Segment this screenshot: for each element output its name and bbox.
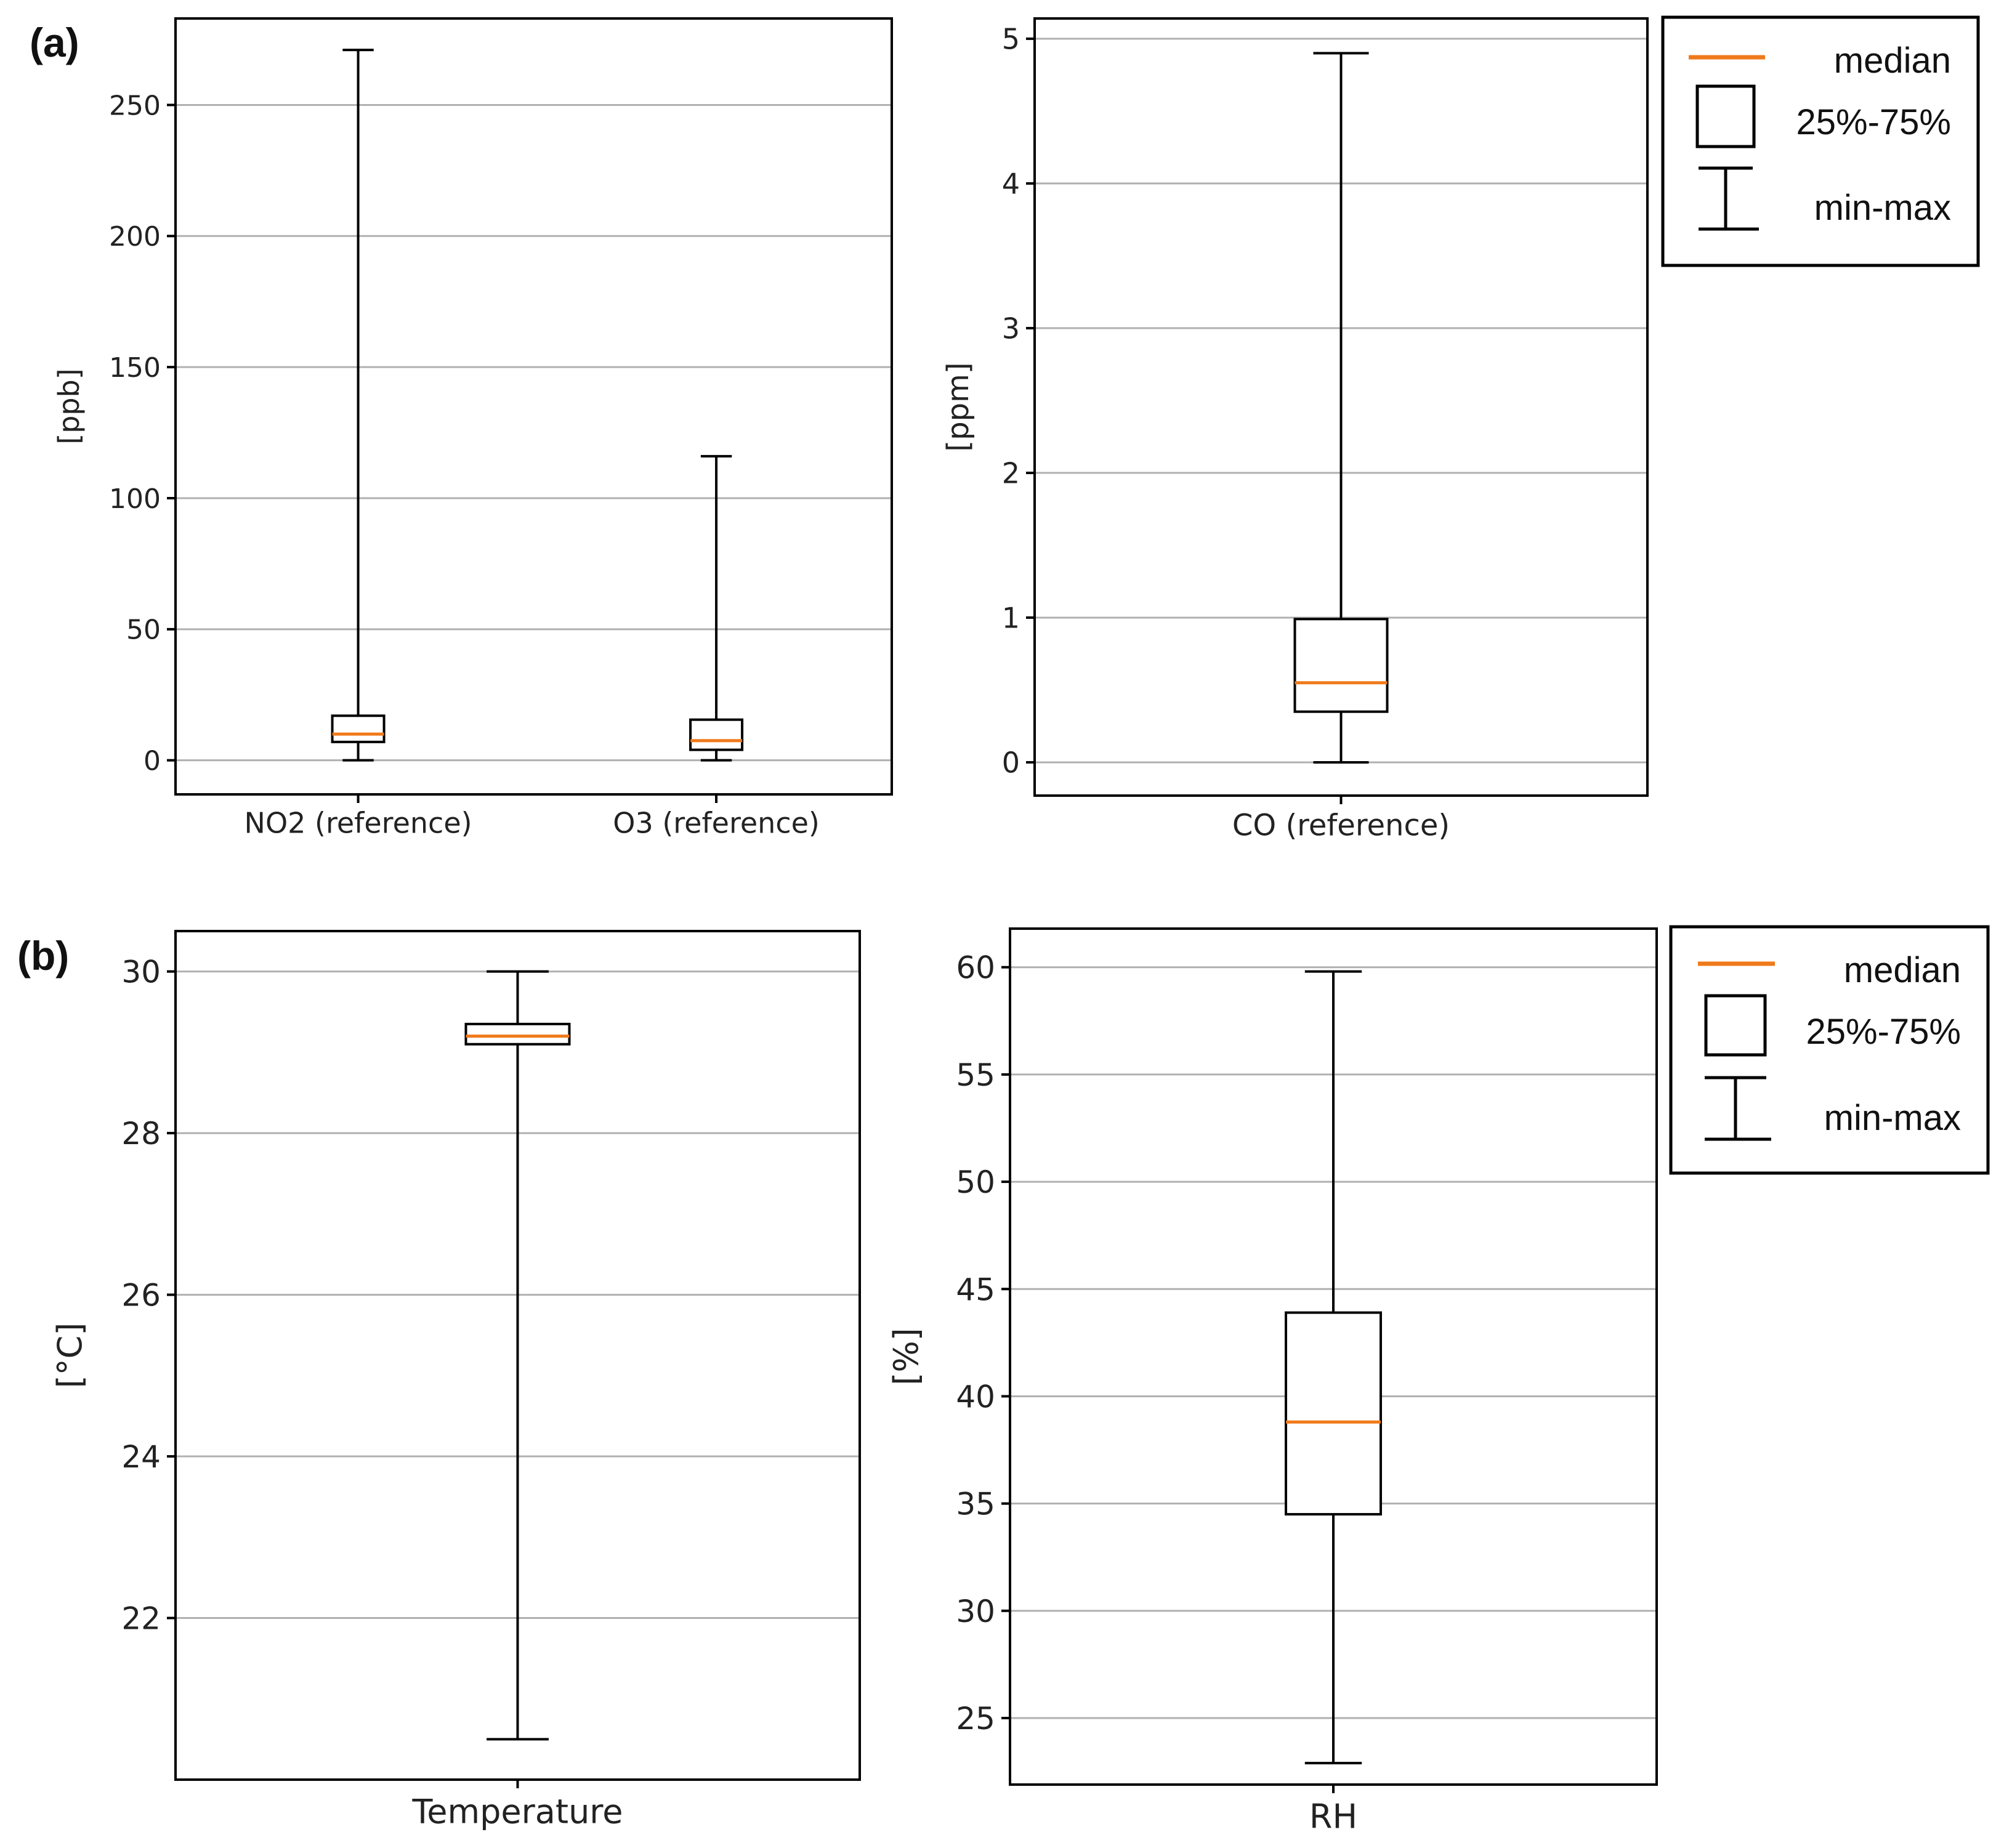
legend-a-box-swatch xyxy=(1695,84,1756,148)
y-tick-label: 3 xyxy=(1002,312,1020,345)
iqr-box xyxy=(689,718,744,751)
legend-a-box-label: 25%-75% xyxy=(1796,102,1951,142)
legend-a-median-label: median xyxy=(1834,41,1951,81)
y-tick-label: 50 xyxy=(126,615,161,646)
y-axis-label: [°C] xyxy=(51,1323,89,1389)
x-tick-label: RH xyxy=(1309,1798,1357,1836)
x-tick-label: Temperature xyxy=(411,1793,623,1831)
temperature-boxplot: 22 24 26 28 30 [°C] Temperature xyxy=(51,930,861,1831)
rh-boxplot: 25 30 35 40 45 50 55 60 [%] RH xyxy=(887,927,1658,1836)
x-tick-label: O3 (reference) xyxy=(613,806,820,839)
no2-o3-boxplot: 0 50 100 150 200 250 [ppb] NO2 (reference) O3 (r… xyxy=(52,17,893,839)
legend-b-median-label: median xyxy=(1844,950,1961,990)
iqr-box xyxy=(1285,1311,1382,1516)
y-tick-label: 55 xyxy=(956,1057,995,1093)
legend-b-whisker-label: min-max xyxy=(1824,1098,1961,1138)
y-tick-label: 40 xyxy=(956,1379,995,1414)
legend-a-whisker-label: min-max xyxy=(1814,188,1951,228)
y-tick-label: 28 xyxy=(121,1116,161,1152)
legend-a-whisker-swatch xyxy=(1699,166,1759,231)
y-tick-label: 4 xyxy=(1002,167,1020,200)
legend-b: median 25%-75% min-max xyxy=(1669,925,1990,1175)
y-tick-label: 30 xyxy=(121,954,161,990)
legend-a: median 25%-75% min-max xyxy=(1661,15,1980,267)
y-tick-label: 200 xyxy=(109,221,161,252)
y-axis-label: [ppb] xyxy=(52,368,86,445)
iqr-box xyxy=(464,1022,571,1046)
y-tick-label: 100 xyxy=(109,483,161,515)
y-tick-label: 22 xyxy=(121,1601,161,1637)
iqr-box xyxy=(1293,618,1389,713)
y-tick-label: 0 xyxy=(143,746,161,777)
y-axis-label: [ppm] xyxy=(941,362,976,451)
y-tick-label: 0 xyxy=(1002,746,1020,780)
x-tick-label: CO (reference) xyxy=(1232,808,1450,842)
y-tick-label: 250 xyxy=(109,90,161,121)
legend-b-box-label: 25%-75% xyxy=(1806,1012,1961,1052)
y-tick-label: 30 xyxy=(956,1594,995,1629)
legend-b-box-swatch xyxy=(1704,994,1767,1057)
y-axis-label: [%] xyxy=(887,1328,926,1385)
y-tick-label: 150 xyxy=(109,352,161,384)
panel-label-b: (b) xyxy=(17,933,69,978)
y-tick-label: 50 xyxy=(956,1164,995,1200)
co-boxplot: 0 1 2 3 4 5 [ppm] CO (reference) xyxy=(941,17,1649,842)
y-tick-label: 35 xyxy=(956,1487,995,1522)
y-tick-label: 1 xyxy=(1002,601,1020,634)
y-tick-label: 60 xyxy=(956,950,995,986)
y-tick-label: 2 xyxy=(1002,456,1020,490)
legend-b-whisker-swatch xyxy=(1705,1076,1771,1141)
y-tick-label: 24 xyxy=(121,1439,161,1475)
plot-frame xyxy=(174,17,893,796)
y-tick-label: 45 xyxy=(956,1272,995,1307)
iqr-box xyxy=(331,714,386,743)
x-tick-label: NO2 (reference) xyxy=(244,806,472,839)
legend-b-frame xyxy=(1669,925,1990,1175)
y-tick-label: 5 xyxy=(1002,22,1020,55)
y-tick-label: 25 xyxy=(956,1701,995,1737)
y-tick-label: 26 xyxy=(121,1278,161,1313)
panel-label-a: (a) xyxy=(30,20,79,65)
